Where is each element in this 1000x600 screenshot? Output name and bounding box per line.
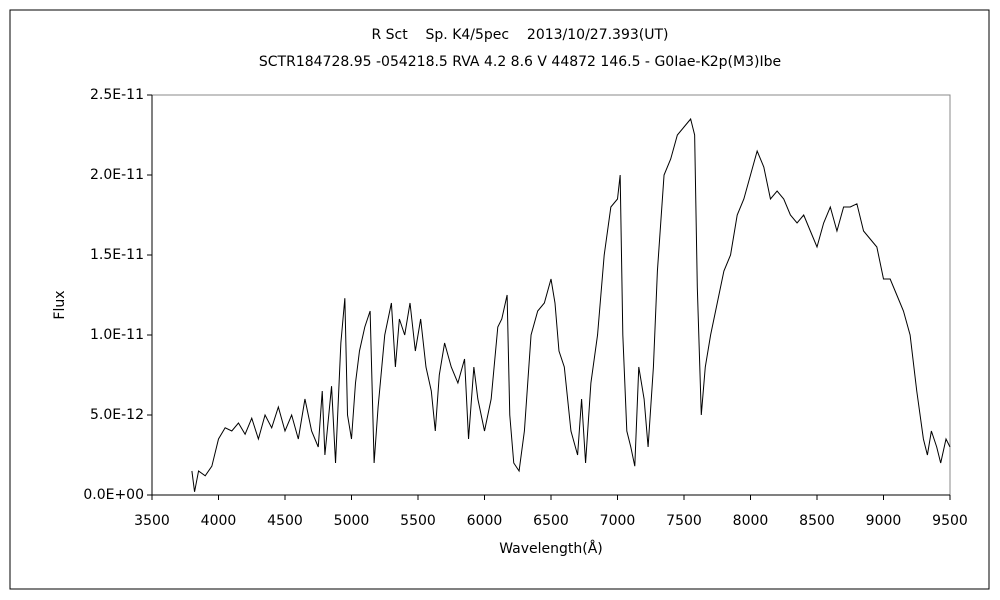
x-tick-label: 8500 [799, 513, 835, 529]
y-tick-label: 2.0E-11 [90, 167, 144, 183]
x-tick-label: 4500 [267, 513, 303, 529]
x-tick-label: 5500 [400, 513, 436, 529]
x-axis-label: Wavelength(Å) [499, 540, 603, 557]
x-tick-label: 6000 [467, 513, 503, 529]
x-tick-label: 3500 [134, 513, 170, 529]
x-tick-label: 7000 [600, 513, 636, 529]
x-tick-label: 6500 [533, 513, 569, 529]
spectrum-line [191, 117, 951, 492]
y-tick-label: 1.5E-11 [90, 247, 144, 263]
x-tick-label: 5000 [334, 513, 370, 529]
y-tick-label: 2.5E-11 [90, 87, 144, 103]
chart-subtitle: SCTR184728.95 -054218.5 RVA 4.2 8.6 V 44… [259, 54, 781, 70]
y-tick-label: 0.0E+00 [83, 487, 144, 503]
chart-border [9, 9, 990, 590]
y-tick-label: 5.0E-12 [90, 407, 144, 423]
x-tick-label: 9000 [866, 513, 902, 529]
x-tick-label: 8000 [733, 513, 769, 529]
y-axis-label: Flux [52, 290, 68, 319]
y-tick-label: 1.0E-11 [90, 327, 144, 343]
x-tick-label: 7500 [666, 513, 702, 529]
x-tick-label: 4000 [201, 513, 237, 529]
x-tick-label: 9500 [932, 513, 968, 529]
chart-title: R Sct Sp. K4/5pec 2013/10/27.393(UT) [371, 27, 668, 43]
